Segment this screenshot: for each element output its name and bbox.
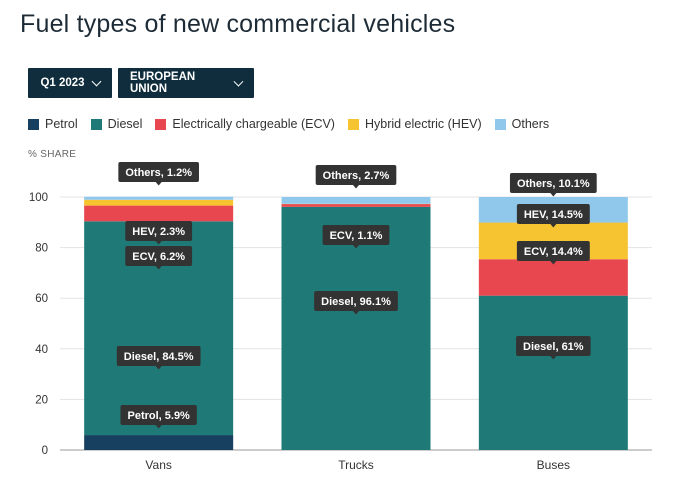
chart-title: Fuel types of new commercial vehicles	[20, 10, 456, 38]
data-label-tooltip: ECV, 1.1%	[322, 225, 390, 249]
region-dropdown[interactable]: EUROPEAN UNION	[118, 68, 254, 98]
legend-label: Diesel	[107, 117, 143, 131]
legend-swatch	[347, 118, 359, 130]
y-tick-label: 20	[35, 394, 48, 406]
legend-swatch	[155, 118, 167, 130]
bar-segment-trucks-others[interactable]	[281, 197, 431, 204]
legend-swatch	[90, 118, 102, 130]
data-label-box	[516, 204, 590, 224]
data-label-pointer	[155, 241, 162, 245]
x-category-label: Buses	[537, 458, 570, 472]
region-dropdown-label: EUROPEAN UNION	[130, 71, 196, 95]
data-label-box	[509, 173, 597, 193]
legend-label: Hybrid electric (HEV)	[364, 117, 482, 131]
period-dropdown-label: Q1 2023	[40, 77, 85, 89]
data-label-text: Diesel, 84.5%	[124, 351, 194, 363]
data-label-tooltip: ECV, 14.4%	[516, 241, 590, 265]
legend-item-others[interactable]: Others	[494, 117, 550, 131]
data-label-tooltip: Diesel, 84.5%	[116, 346, 201, 370]
data-label-text: HEV, 2.3%	[132, 226, 185, 238]
x-category-label: Trucks	[338, 458, 374, 472]
data-label-pointer	[155, 425, 162, 429]
y-tick-label: 0	[42, 445, 48, 457]
x-category-label: Vans	[145, 458, 171, 472]
data-label-text: ECV, 1.1%	[330, 230, 383, 242]
data-label-box	[322, 225, 390, 245]
data-label-text: Others, 1.2%	[125, 167, 192, 179]
data-label-pointer	[155, 266, 162, 270]
legend-label: Electrically chargeable (ECV)	[172, 117, 335, 131]
bar-segment-vans-others[interactable]	[84, 196, 234, 200]
data-label-box	[516, 336, 591, 356]
data-label-box	[120, 405, 197, 425]
data-label-pointer	[353, 245, 359, 249]
y-tick-label: 80	[35, 243, 48, 255]
data-label-text: HEV, 14.5%	[524, 209, 583, 221]
data-label-text: Petrol, 5.9%	[127, 410, 190, 422]
bar-segment-buses-electrically[interactable]	[478, 259, 628, 296]
data-label-tooltip: Diesel, 61%	[516, 336, 591, 360]
data-label-text: ECV, 6.2%	[132, 251, 185, 263]
chart-legend: Petrol Diesel Electrically chargeable (E…	[28, 117, 562, 131]
bar-segment-vans-hybrid[interactable]	[84, 199, 234, 206]
legend-label: Others	[511, 117, 550, 131]
data-label-box	[125, 221, 193, 241]
data-label-pointer	[550, 224, 557, 228]
legend-item-ecv[interactable]: Electrically chargeable (ECV)	[155, 117, 335, 131]
data-label-pointer	[353, 185, 359, 189]
legend-item-diesel[interactable]: Diesel	[90, 117, 143, 131]
data-label-box	[118, 162, 199, 182]
data-label-box	[314, 291, 398, 311]
legend-label: Petrol	[45, 117, 78, 131]
legend-swatch	[494, 118, 506, 130]
y-axis-caption: % SHARE	[28, 149, 77, 160]
data-label-tooltip: HEV, 2.3%	[125, 221, 193, 245]
legend-swatch	[28, 118, 39, 130]
data-label-text: Diesel, 96.1%	[321, 296, 391, 308]
data-label-text: Others, 10.1%	[517, 178, 590, 190]
data-label-tooltip: HEV, 14.5%	[516, 204, 590, 228]
data-label-pointer	[550, 193, 557, 197]
data-label-text: Diesel, 61%	[523, 341, 584, 353]
data-label-box	[125, 246, 193, 266]
data-label-tooltip: Others, 2.7%	[315, 165, 397, 189]
data-label-tooltip: Petrol, 5.9%	[120, 405, 197, 429]
data-label-tooltip: Others, 1.2%	[118, 162, 199, 186]
data-label-pointer	[155, 182, 162, 186]
data-label-pointer	[550, 356, 557, 360]
data-label-box	[516, 241, 590, 261]
data-label-pointer	[155, 366, 162, 370]
y-tick-label: 40	[35, 344, 48, 356]
period-dropdown[interactable]: Q1 2023	[28, 68, 112, 98]
y-tick-label: 60	[35, 293, 48, 305]
legend-item-hev[interactable]: Hybrid electric (HEV)	[347, 117, 482, 131]
data-label-box	[315, 165, 397, 185]
data-label-pointer	[550, 261, 557, 265]
data-label-box	[116, 346, 201, 366]
data-label-text: Others, 2.7%	[323, 170, 390, 182]
data-label-pointer	[353, 311, 359, 315]
bar-segment-buses-diesel[interactable]	[478, 295, 628, 450]
data-label-text: ECV, 14.4%	[524, 246, 583, 258]
data-label-tooltip: Diesel, 96.1%	[314, 291, 398, 315]
bar-segment-vans-electrically[interactable]	[84, 205, 234, 222]
y-tick-label: 100	[29, 192, 48, 204]
legend-item-petrol[interactable]: Petrol	[28, 117, 78, 131]
bar-segment-trucks-electrically[interactable]	[281, 204, 431, 207]
data-label-tooltip: ECV, 6.2%	[125, 246, 193, 270]
data-label-tooltip: Others, 10.1%	[509, 173, 597, 197]
bar-segment-vans-petrol[interactable]	[84, 435, 234, 450]
